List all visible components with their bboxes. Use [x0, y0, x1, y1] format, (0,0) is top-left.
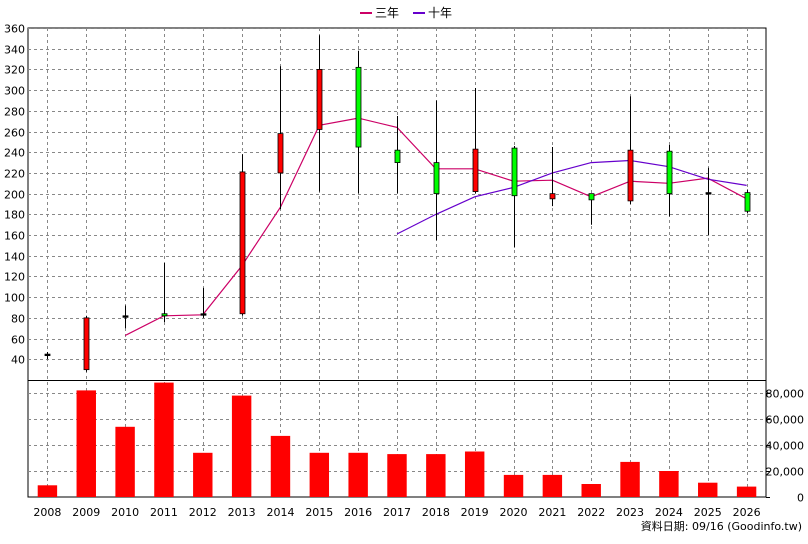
price-tick-label: 240: [4, 147, 25, 160]
price-tick-label: 280: [4, 106, 25, 119]
candle-body: [549, 193, 556, 200]
volume-bar: [115, 426, 135, 497]
price-tick-label: 300: [4, 85, 25, 98]
volume-bar: [736, 486, 757, 497]
volume-bar: [270, 435, 291, 497]
x-tick-label: 2008: [33, 506, 61, 519]
x-tick-label: 2009: [72, 506, 100, 519]
volume-bar: [387, 454, 407, 497]
volume-tick-label: 20,000: [766, 466, 805, 479]
x-tick-label: 2019: [461, 506, 489, 519]
candle-body: [394, 149, 401, 163]
volume-tick-label: 0: [797, 492, 804, 505]
price-tick-label: 180: [4, 209, 25, 222]
price-tick-label: 120: [4, 271, 25, 284]
x-tick-label: 2020: [500, 506, 528, 519]
x-tick-label: 2024: [655, 506, 683, 519]
candle-body: [433, 162, 440, 195]
price-tick-label: 320: [4, 64, 25, 77]
price-tick-label: 60: [11, 334, 25, 347]
candle-body: [666, 150, 673, 195]
x-tick-label: 2025: [694, 506, 722, 519]
candle-body: [472, 148, 479, 192]
series-line: [396, 159, 747, 235]
x-tick-label: 2013: [228, 506, 256, 519]
legend-label-three-year: 三年: [375, 6, 400, 20]
x-tick-label: 2026: [733, 506, 761, 519]
candle-body: [627, 149, 634, 202]
volume-bar: [193, 452, 213, 497]
candle-body: [705, 192, 712, 195]
x-tick-label: 2016: [344, 506, 372, 519]
volume-bar: [37, 485, 58, 497]
candle-body: [83, 317, 90, 371]
x-tick-label: 2017: [383, 506, 411, 519]
price-tick-label: 100: [4, 292, 25, 305]
price-tick-label: 80: [11, 313, 25, 326]
volume-bar: [581, 484, 601, 497]
x-tick-label: 2018: [422, 506, 450, 519]
x-tick-label: 2022: [577, 506, 605, 519]
price-tick-label: 340: [4, 44, 25, 57]
volume-bar: [620, 461, 640, 497]
x-tick-label: 2023: [616, 506, 644, 519]
price-tick-label: 200: [4, 189, 25, 202]
x-tick-label: 2012: [189, 506, 217, 519]
price-tick-label: 140: [4, 251, 25, 264]
candle-body: [511, 147, 518, 197]
candle-body: [277, 133, 284, 174]
candle-body: [355, 66, 362, 148]
candle-body: [239, 171, 246, 315]
price-tick-label: 160: [4, 230, 25, 243]
volume-bar: [231, 395, 252, 497]
candle-body: [200, 313, 207, 316]
volume-tick-label: 60,000: [766, 414, 805, 427]
candle-body: [744, 192, 751, 212]
legend-label-ten-year: 十年: [428, 6, 453, 20]
volume-tick-label: 40,000: [766, 440, 805, 453]
price-tick-label: 360: [4, 23, 25, 36]
volume-bar: [154, 382, 174, 497]
legend-swatch-ten-year: [413, 11, 426, 14]
price-tick-label: 40: [11, 354, 25, 367]
volume-bar: [309, 452, 330, 497]
x-tick-label: 2011: [150, 506, 178, 519]
volume-bar: [698, 482, 718, 497]
data-date-footer: 資料日期: 09/16 (Goodinfo.tw): [640, 520, 802, 533]
x-tick-label: 2021: [538, 506, 566, 519]
legend: 三年 十年: [360, 4, 452, 21]
volume-bar: [76, 390, 96, 497]
candle-body: [122, 315, 129, 318]
x-tick-label: 2010: [111, 506, 139, 519]
candle-body: [161, 313, 168, 317]
x-tick-label: 2014: [266, 506, 294, 519]
price-tick-label: 260: [4, 127, 25, 140]
x-tick-label: 2015: [305, 506, 333, 519]
legend-item-ten-year: 十年: [413, 4, 452, 21]
volume-bar: [426, 454, 446, 497]
candle-body: [316, 69, 323, 130]
volume-bar: [348, 452, 368, 497]
legend-item-three-year: 三年: [360, 4, 399, 21]
volume-bar: [464, 451, 485, 497]
volume-bar: [542, 474, 563, 497]
candle-body: [44, 353, 51, 357]
volume-bar: [503, 474, 524, 497]
volume-tick-label: 80,000: [766, 388, 805, 401]
legend-swatch-three-year: [360, 11, 372, 14]
price-tick-label: 220: [4, 168, 25, 181]
volume-bar: [659, 471, 679, 497]
candle-body: [588, 193, 595, 201]
